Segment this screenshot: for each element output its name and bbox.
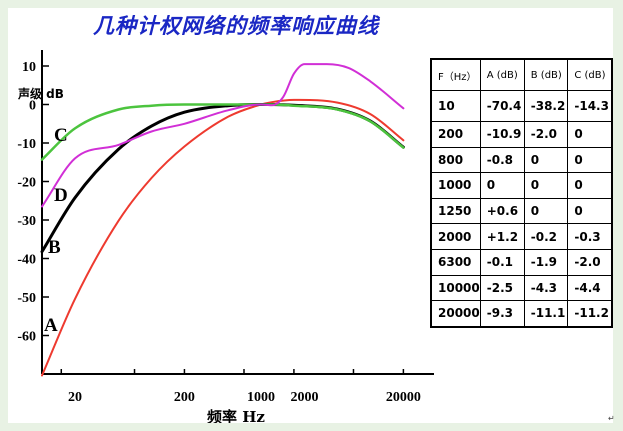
table-cell: -0.1	[479, 248, 525, 276]
y-tick-label: -30	[17, 214, 36, 229]
curve-label-b: B	[48, 237, 61, 258]
table-cell: 10	[430, 90, 481, 122]
table-cell: -70.4	[479, 90, 525, 122]
table-row: 20000 -9.3 -11.1 -11.2	[430, 300, 613, 328]
table-cell: 0	[567, 172, 613, 199]
table-cell: 0	[523, 197, 569, 225]
table-cell: -2.0	[523, 121, 569, 148]
table-header-cell: C (dB)	[567, 58, 613, 91]
table-cell: -11.2	[567, 300, 613, 328]
table-cell: -0.2	[523, 223, 569, 250]
curve-label-a: A	[44, 315, 58, 336]
table-cell: 10000	[430, 274, 481, 302]
chart-title: 几种计权网络的频率响应曲线	[93, 13, 379, 38]
table-cell: 0	[567, 197, 613, 225]
table-row: 1000 0 0 0	[430, 172, 613, 199]
table-cell: 1000	[430, 172, 481, 199]
x-axis-label: 频率 Hz	[207, 408, 265, 423]
y-tick-label: -40	[17, 253, 36, 268]
table-cell: 200	[430, 121, 481, 148]
table-cell: 0	[479, 172, 525, 199]
curve-label-d: D	[54, 185, 68, 206]
y-tick-label: -50	[17, 291, 36, 306]
table-header-row: F（Hz） A (dB) B (dB) C (dB)	[430, 58, 613, 91]
table-row: 2000 +1.2 -0.2 -0.3	[430, 223, 613, 250]
x-tick-label: 20	[68, 390, 82, 405]
table-cell: +0.6	[479, 197, 525, 225]
table-cell: -2.5	[479, 274, 525, 302]
x-tick-label: 200	[174, 390, 195, 405]
table-cell: 0	[523, 146, 569, 174]
labels: A B C D	[44, 125, 68, 336]
y-tick-label: -10	[17, 137, 36, 152]
table-header-cell: F（Hz）	[430, 58, 481, 91]
table-cell: +1.2	[479, 223, 525, 250]
y-tick-label: 10	[22, 60, 36, 75]
table-cell: 20000	[430, 300, 481, 328]
table-row: 10 -70.4 -38.2 -14.3	[430, 90, 613, 122]
y-tick-label: -20	[17, 176, 36, 191]
table-cell: -14.3	[567, 90, 613, 122]
table-cell: -4.3	[523, 274, 569, 302]
table-row: 200 -10.9 -2.0 0	[430, 121, 613, 148]
y-tick-label: 0	[29, 99, 36, 114]
table-cell: 1250	[430, 197, 481, 225]
table-header-cell: B (dB)	[523, 58, 569, 91]
table-cell: 800	[430, 146, 481, 174]
axes: 10 0 -10 -20 -30 -40 -50 -60 20 200 1000 2000 20000 声…	[17, 50, 434, 423]
table-cell: 0	[567, 121, 613, 148]
x-tick-label: 2000	[291, 390, 319, 405]
curve-a	[41, 98, 405, 377]
table-cell: -4.4	[567, 274, 613, 302]
corner-mark: ↵	[608, 414, 615, 423]
table-cell: 2000	[430, 223, 481, 250]
table-header-cell: A (dB)	[479, 58, 525, 91]
table-cell: 0	[567, 146, 613, 174]
curve-label-c: C	[54, 125, 68, 146]
table-cell: -38.2	[523, 90, 569, 122]
weighting-table: F（Hz） A (dB) B (dB) C (dB) 10 -70.4 -38.2 -14.…	[430, 58, 613, 328]
slide: 几种计权网络的频率响应曲线 10 0 -10 -20 -30 -40 -50 -60 20 200…	[8, 8, 613, 423]
table-cell: 0	[523, 172, 569, 199]
table-cell: -1.9	[523, 248, 569, 276]
table-row: 1250 +0.6 0 0	[430, 197, 613, 225]
y-axis-label: 声级 dB	[17, 86, 64, 101]
table-cell: 6300	[430, 248, 481, 276]
y-tick-label: -60	[17, 330, 36, 345]
curve-b	[40, 103, 405, 254]
table-cell: -2.0	[567, 248, 613, 276]
table-row: 800 -0.8 0 0	[430, 146, 613, 174]
table-row: 6300 -0.1 -1.9 -2.0	[430, 248, 613, 276]
table-cell: -10.9	[479, 121, 525, 148]
x-tick-label: 20000	[386, 390, 421, 405]
frequency-response-chart: 10 0 -10 -20 -30 -40 -50 -60 20 200 1000 2000 20000 声…	[17, 50, 434, 423]
table-cell: -0.8	[479, 146, 525, 174]
x-tick-label: 1000	[247, 390, 275, 405]
table-cell: -9.3	[479, 300, 525, 328]
curve-c	[40, 103, 405, 161]
table-row: 10000 -2.5 -4.3 -4.4	[430, 274, 613, 302]
table-body: 10 -70.4 -38.2 -14.3 200 -10.9 -2.0 0 800 -0.8 0 0 1…	[430, 90, 613, 328]
curve-d	[41, 63, 405, 208]
table-cell: -11.1	[523, 300, 569, 328]
curves	[40, 63, 405, 377]
table-cell: -0.3	[567, 223, 613, 250]
